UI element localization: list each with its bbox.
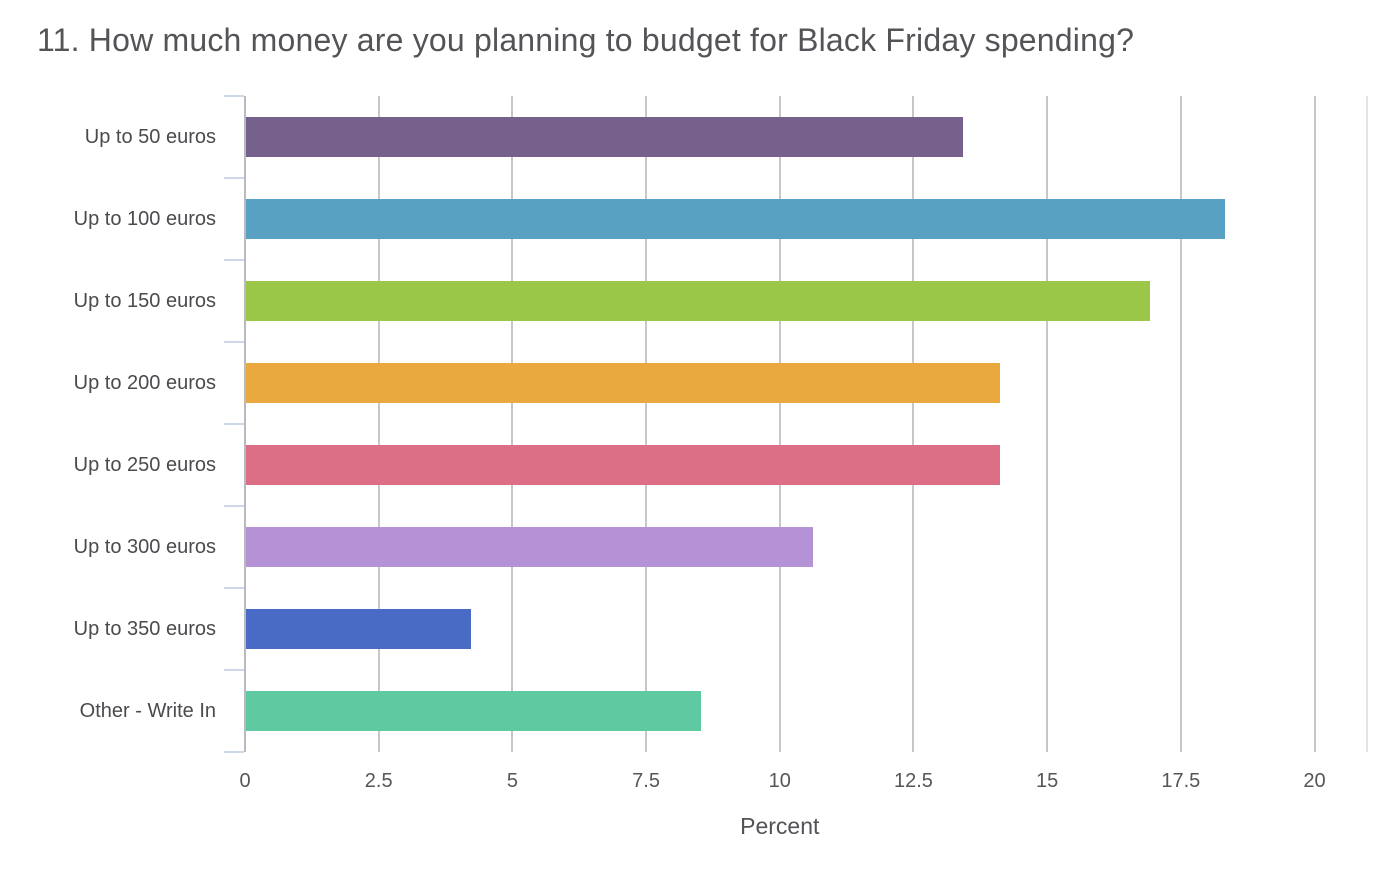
y-axis-tick (224, 341, 244, 343)
x-tick-label-2.5: 2.5 (364, 770, 393, 792)
bar-up-to-350-euros (246, 609, 471, 649)
y-axis-tick (224, 751, 244, 753)
gridline-15 (1046, 96, 1049, 752)
gridline-20 (1313, 96, 1316, 752)
gridline-5 (511, 96, 514, 752)
bar-other-write-in (246, 691, 701, 731)
y-axis-labels: Up to 50 euros Up to 100 euros Up to 150 e… (0, 96, 216, 752)
x-tick-label-7.5: 7.5 (632, 770, 660, 792)
gridline-10 (778, 96, 781, 752)
bar-up-to-150-euros (246, 281, 1150, 321)
y-axis-tick (224, 177, 244, 179)
bar-up-to-250-euros (246, 445, 1000, 485)
bar-up-to-100-euros (246, 199, 1225, 239)
category-label: Up to 100 euros (73, 207, 216, 230)
gridline-7.5 (645, 96, 648, 752)
y-axis-tick (224, 259, 244, 261)
plot-right-border (1366, 96, 1368, 752)
x-tick-label-17.5: 17.5 (1161, 770, 1201, 792)
y-axis-tick (224, 669, 244, 671)
category-label: Up to 300 euros (73, 535, 216, 558)
bar-up-to-200-euros (246, 363, 1000, 403)
gridline-17.5 (1179, 96, 1182, 752)
gridline-2.5 (377, 96, 380, 752)
category-label: Up to 350 euros (73, 617, 216, 640)
bar-up-to-50-euros (246, 117, 963, 157)
y-axis-tick (224, 587, 244, 589)
x-tick-label-0: 0 (239, 770, 251, 792)
y-axis-line (244, 96, 246, 752)
category-label: Up to 250 euros (73, 453, 216, 476)
x-tick-label-10: 10 (768, 770, 791, 792)
chart-title: 11. How much money are you planning to b… (37, 22, 1135, 58)
gridline-12.5 (912, 96, 915, 752)
x-tick-label-12.5: 12.5 (893, 770, 933, 792)
x-axis-labels: 0 2.5 5 7.5 10 12.5 15 17.5 20 (239, 770, 1368, 798)
category-label: Up to 150 euros (73, 289, 216, 312)
category-label: Up to 50 euros (84, 125, 216, 148)
plot-area (224, 95, 1368, 753)
y-axis-tick (224, 423, 244, 425)
x-tick-label-5: 5 (506, 770, 518, 792)
x-tick-label-15: 15 (1036, 770, 1059, 792)
y-axis-tick (224, 95, 244, 97)
x-tick-label-20: 20 (1303, 770, 1326, 792)
category-label: Other - Write In (79, 699, 216, 722)
y-axis-tick (224, 505, 244, 507)
bar-up-to-300-euros (246, 527, 813, 567)
category-label: Up to 200 euros (73, 371, 216, 394)
x-axis-title: Percent (740, 813, 820, 839)
